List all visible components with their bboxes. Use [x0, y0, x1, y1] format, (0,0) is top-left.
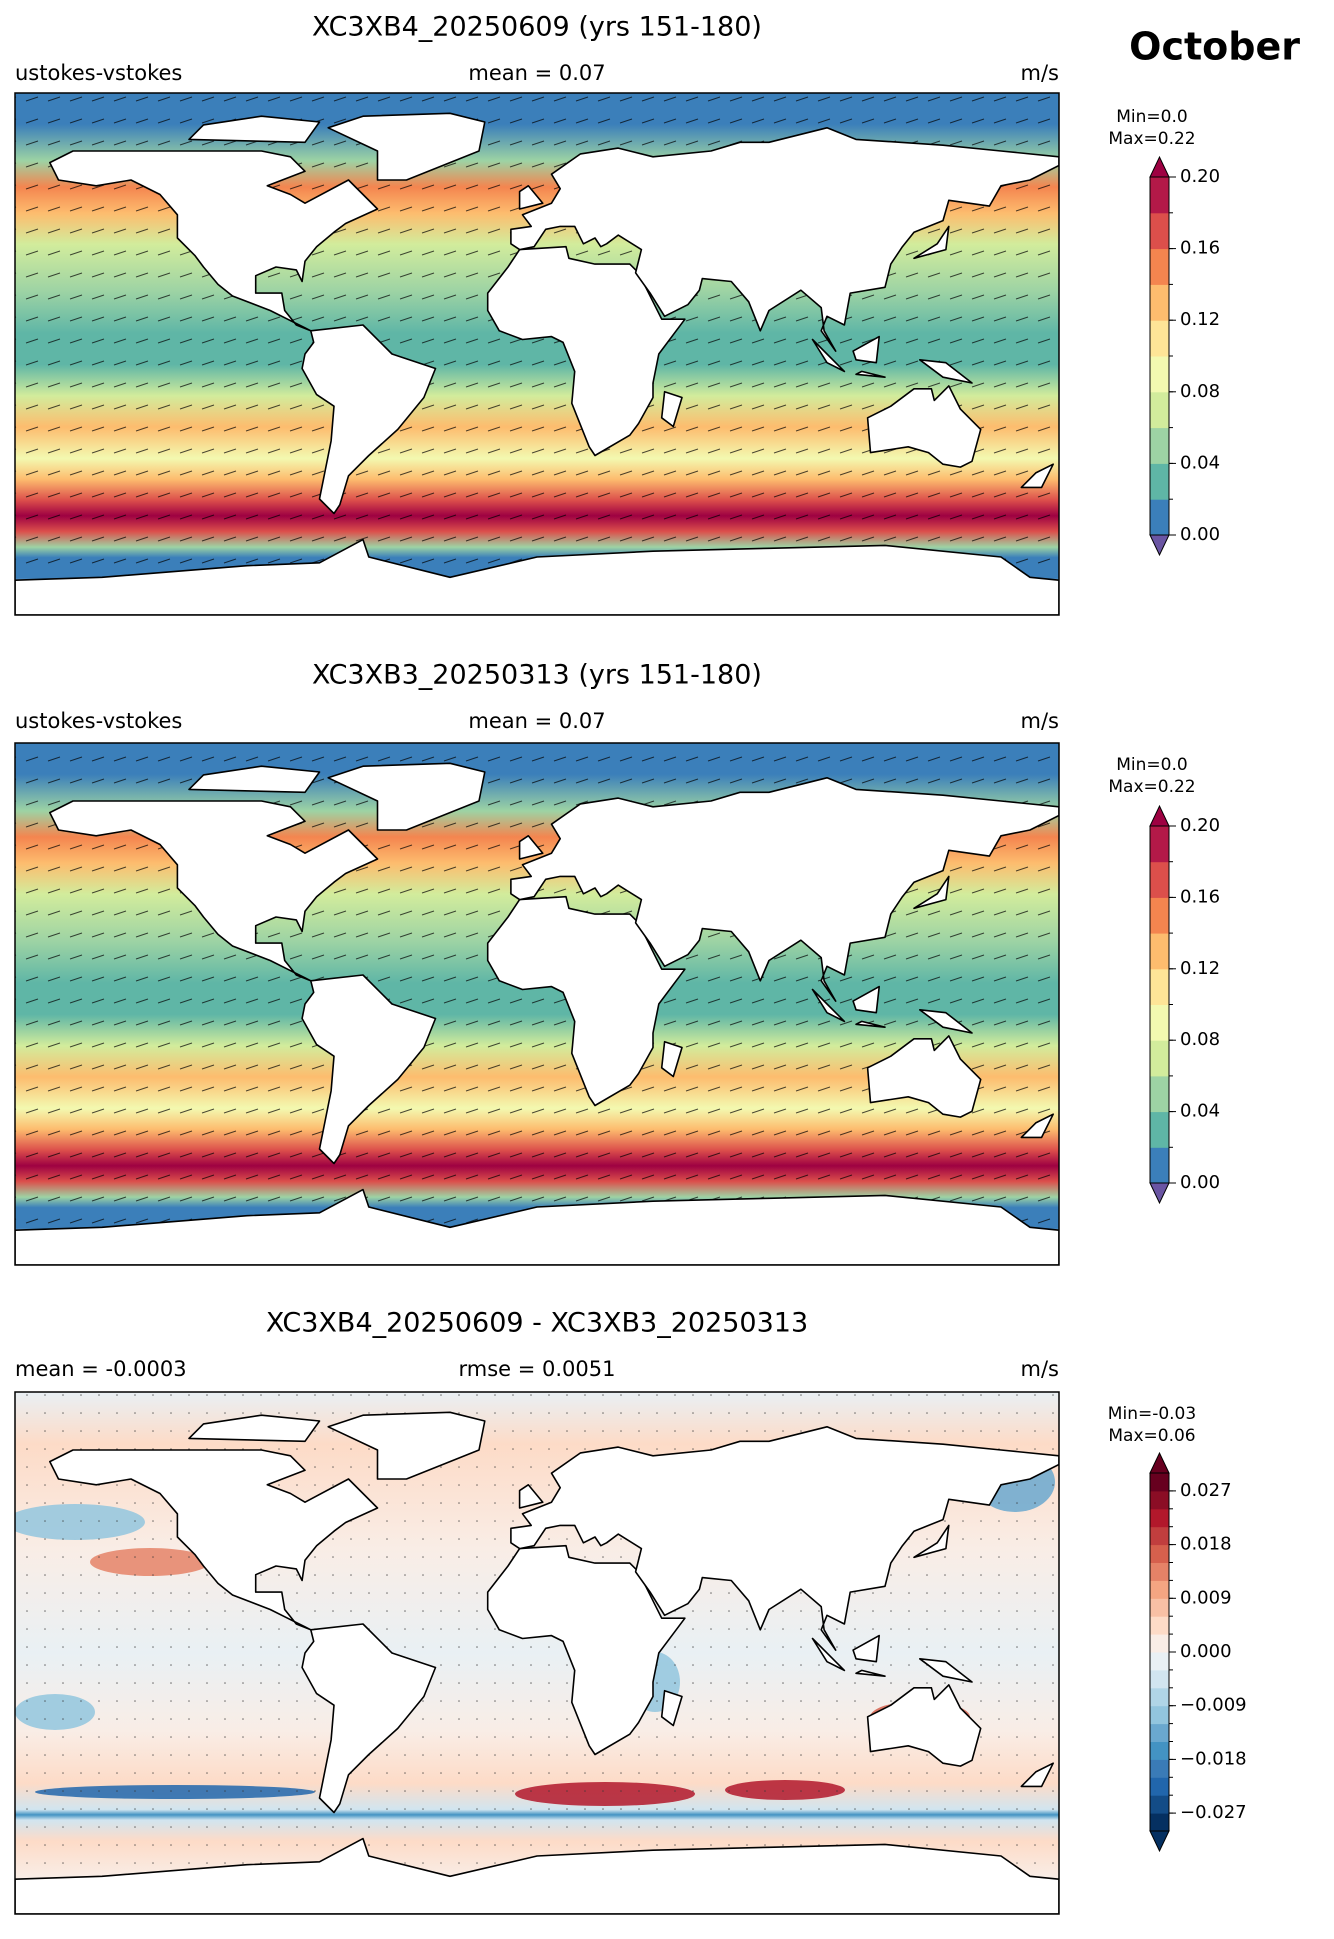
center-label: rmse = 0.0051	[458, 1357, 615, 1381]
colorbar-bin	[1150, 499, 1169, 536]
range-text: Min=0.0	[1116, 755, 1187, 775]
map-frame	[14, 1391, 1060, 1915]
colorbar-under	[1149, 1182, 1170, 1205]
map	[15, 1392, 1059, 1914]
colorbar-tick-label: 0.00	[1180, 524, 1220, 545]
colorbar-bin	[1150, 1580, 1169, 1599]
colorbar-bin	[1150, 1705, 1169, 1725]
colorbar-bin	[1150, 1669, 1169, 1689]
colorbar-bin	[1150, 1508, 1169, 1528]
panel-title: XC3XB4_20250609 - XC3XB3_20250313	[266, 1308, 808, 1339]
range-text: Min=-0.03	[1108, 1404, 1196, 1424]
left-label: ustokes-vstokes	[15, 61, 182, 85]
colorbar-under	[1149, 1830, 1170, 1853]
range-text: Min=0.0	[1116, 107, 1187, 127]
colorbar-bin	[1150, 391, 1169, 429]
colorbar-bin	[1150, 1795, 1169, 1814]
map-frame	[14, 742, 1060, 1266]
colorbar-tick-label: 0.20	[1180, 815, 1220, 836]
panel-title: XC3XB3_20250313 (yrs 151-180)	[312, 660, 762, 691]
left-label: mean = -0.0003	[15, 1357, 187, 1381]
colorbar-over	[1149, 804, 1170, 827]
colorbar-tick-label: 0.16	[1180, 886, 1220, 907]
colorbar-over	[1149, 1451, 1170, 1474]
units-label: m/s	[1021, 1357, 1059, 1381]
colorbar-bin	[1150, 212, 1169, 250]
colorbar-bin	[1150, 1634, 1169, 1653]
colorbar-bin	[1150, 1544, 1169, 1563]
range-text: Max=0.22	[1108, 777, 1195, 797]
colorbar-bin	[1150, 1147, 1169, 1184]
colorbar-bin	[1150, 356, 1169, 393]
colorbar-bin	[1150, 248, 1169, 285]
colorbar-bin	[1150, 1004, 1169, 1041]
colorbar-bin	[1150, 320, 1169, 357]
panel-title: XC3XB4_20250609 (yrs 151-180)	[312, 12, 762, 43]
colorbar-tick-label: 0.08	[1180, 1029, 1220, 1050]
map-frame	[14, 92, 1060, 616]
units-label: m/s	[1021, 709, 1059, 733]
colorbar-bin	[1150, 1616, 1169, 1635]
colorbar-bin	[1150, 1598, 1169, 1617]
colorbar-bin	[1150, 427, 1169, 464]
colorbar-bin	[1150, 968, 1169, 1005]
colorbar-tick-label: 0.20	[1180, 166, 1220, 187]
colorbar-tick-label: 0.04	[1180, 452, 1220, 473]
colorbar-tick-label: 0.00	[1180, 1172, 1220, 1193]
colorbar-tick-label: 0.027	[1180, 1480, 1232, 1501]
colorbar-bin	[1150, 826, 1169, 863]
colorbar-bin	[1150, 1111, 1169, 1148]
colorbar-bin	[1150, 1777, 1169, 1796]
colorbar-bin	[1150, 861, 1169, 898]
month-title: October	[1129, 25, 1300, 69]
colorbar-tick-label: 0.16	[1180, 238, 1220, 259]
colorbar-tick-label: 0.08	[1180, 381, 1220, 402]
colorbar-tick-label: 0.04	[1180, 1101, 1220, 1122]
colorbar-tick-label: 0.009	[1180, 1587, 1232, 1608]
colorbar-tick-label: −0.018	[1180, 1748, 1247, 1769]
colorbar-over	[1149, 155, 1170, 178]
colorbar-tick-label: 0.018	[1180, 1534, 1232, 1555]
colorbar-bin	[1150, 1490, 1169, 1510]
colorbar-bin	[1150, 897, 1169, 934]
center-label: mean = 0.07	[468, 61, 605, 85]
colorbar-bin	[1150, 1473, 1169, 1492]
colorbar-bin	[1150, 1652, 1169, 1671]
colorbar-bin	[1150, 1075, 1169, 1113]
colorbar-bin	[1150, 1687, 1169, 1707]
colorbar-tick-label: 0.000	[1180, 1641, 1232, 1662]
range-text: Max=0.06	[1108, 1426, 1195, 1446]
map	[15, 93, 1059, 615]
center-label: mean = 0.07	[468, 709, 605, 733]
colorbar-tick-label: 0.12	[1180, 309, 1220, 330]
colorbar-bin	[1150, 463, 1169, 500]
colorbar-bin	[1150, 1813, 1169, 1832]
colorbar-bin	[1150, 1526, 1169, 1546]
colorbar-bin	[1150, 177, 1169, 214]
colorbar-under	[1149, 534, 1170, 557]
left-label: ustokes-vstokes	[15, 709, 182, 733]
colorbar-bin	[1150, 1040, 1169, 1077]
colorbar-bin	[1150, 933, 1169, 970]
colorbar-bin	[1150, 1759, 1169, 1778]
colorbar-tick-label: −0.027	[1180, 1802, 1247, 1823]
colorbar-bin	[1150, 1562, 1169, 1581]
colorbar-bin	[1150, 1723, 1169, 1742]
colorbar-bin	[1150, 1741, 1169, 1760]
units-label: m/s	[1021, 61, 1059, 85]
range-text: Max=0.22	[1108, 129, 1195, 149]
colorbar-tick-label: −0.009	[1180, 1695, 1247, 1716]
map	[15, 743, 1059, 1265]
colorbar-bin	[1150, 284, 1169, 321]
colorbar-tick-label: 0.12	[1180, 958, 1220, 979]
